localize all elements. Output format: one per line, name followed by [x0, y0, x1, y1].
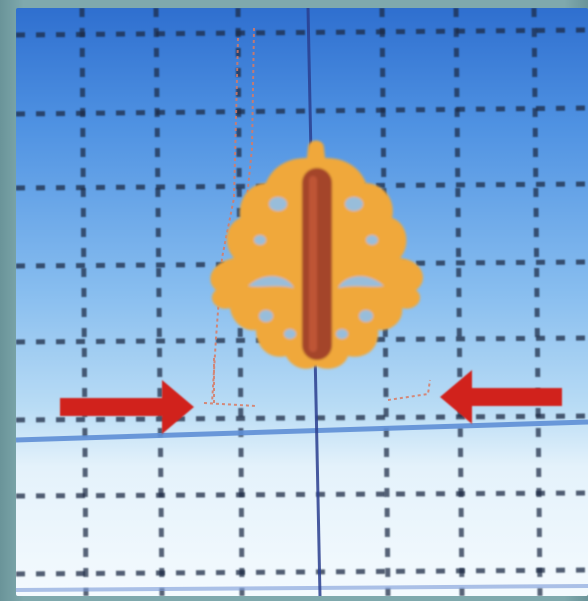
- cutout: [338, 276, 384, 288]
- 3d-viewport[interactable]: [16, 8, 588, 596]
- hinge-center-bar-highlight: [309, 176, 317, 352]
- bottom-line: [16, 584, 588, 592]
- ghost-edge-left: [211, 37, 239, 404]
- hinge-top-finial: [306, 140, 326, 166]
- hinge-cutouts: [248, 197, 384, 339]
- grid-line: [531, 8, 543, 596]
- ghost-bottom-left: [203, 402, 257, 407]
- grid-line: [16, 567, 588, 577]
- ornate-hinge-part: [210, 140, 423, 369]
- cutout: [366, 235, 378, 245]
- viewport-canvas: [16, 8, 588, 596]
- grid-line: [79, 8, 89, 596]
- cutout: [269, 197, 287, 211]
- cutout: [248, 276, 294, 288]
- right-arrow: [440, 370, 562, 424]
- cutout: [336, 329, 348, 339]
- ghost-bottom-right: [387, 379, 431, 401]
- ghost-outline: [203, 27, 431, 407]
- left-arrow: [60, 380, 194, 434]
- cutout: [254, 235, 266, 245]
- grid-line: [153, 8, 165, 596]
- cutout: [359, 310, 373, 322]
- grid-line: [16, 105, 588, 117]
- cutout: [259, 310, 273, 322]
- ghost-edge-left-inner: [243, 27, 255, 229]
- grid-line: [16, 490, 588, 499]
- grid-line: [16, 413, 588, 423]
- grid-line: [453, 8, 465, 596]
- cutout: [284, 329, 296, 339]
- ground-line: [16, 419, 588, 443]
- cutout: [345, 197, 363, 211]
- grid-line: [16, 27, 588, 38]
